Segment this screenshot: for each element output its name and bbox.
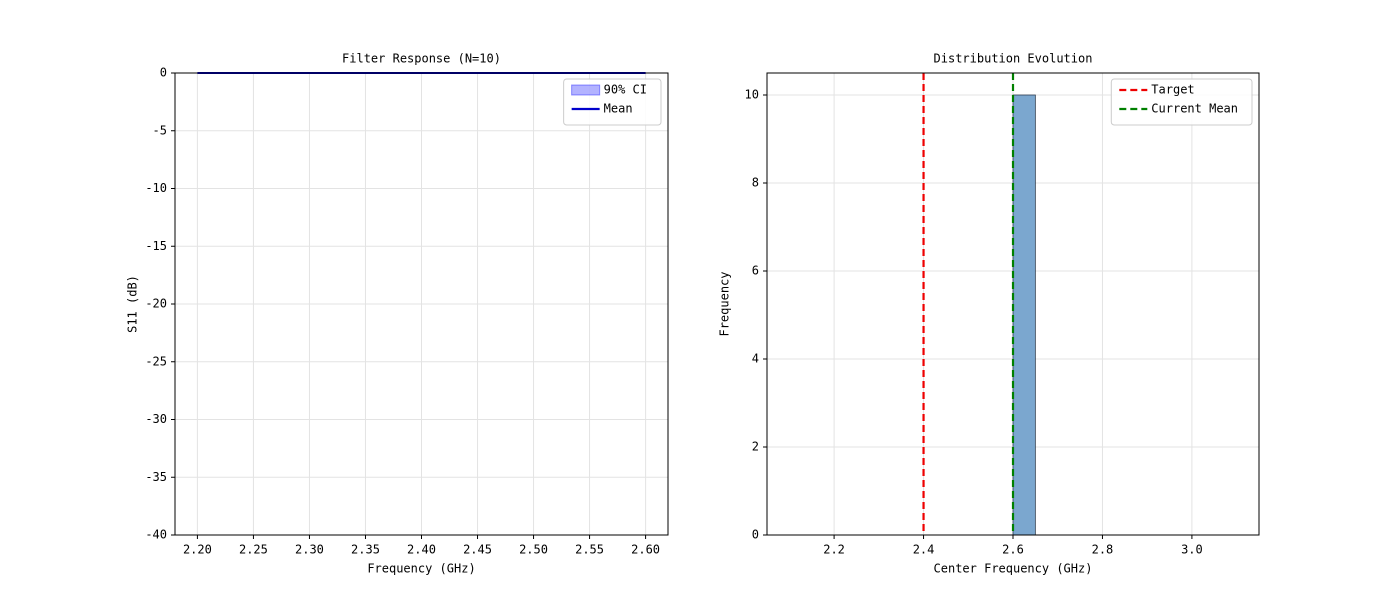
legend-label: 90% CI (604, 83, 647, 97)
bar (1012, 94, 1036, 536)
legend-label: Mean (604, 102, 633, 116)
plot-frame (174, 72, 669, 536)
y-axis-label: S11 (dB) (126, 275, 140, 333)
y-tick-label: -35 (145, 470, 167, 484)
y-tick-label: 8 (752, 176, 759, 190)
chart-title: Filter Response (N=10) (342, 52, 501, 66)
x-tick-label: 2.25 (239, 543, 268, 557)
x-tick-label: 2.8 (1092, 543, 1114, 557)
legend: 90% CI Mean (563, 78, 662, 126)
x-tick-label: 2.50 (519, 543, 548, 557)
chart-title: Distribution Evolution (934, 52, 1093, 66)
y-tick-label: 0 (160, 66, 167, 80)
y-tick-label: 6 (752, 264, 759, 278)
legend-label: Target (1151, 83, 1194, 97)
x-tick-label: 2.40 (407, 543, 436, 557)
x-tick-label: 2.45 (463, 543, 492, 557)
x-tick-label: 3.0 (1181, 543, 1203, 557)
y-tick-label: -15 (145, 239, 167, 253)
y-tick-label: -30 (145, 412, 167, 426)
legend: Target Current Mean (1110, 78, 1253, 126)
x-tick-label: 2.35 (351, 543, 380, 557)
y-tick-label: -5 (153, 123, 167, 137)
legend-label: Current Mean (1151, 102, 1238, 116)
x-tick-label: 2.4 (913, 543, 935, 557)
x-tick-label: 2.20 (183, 543, 212, 557)
y-tick-label: 10 (745, 88, 759, 102)
x-axis-label: Frequency (GHz) (367, 562, 475, 576)
y-tick-label: -40 (145, 528, 167, 542)
x-tick-label: 2.30 (295, 543, 324, 557)
legend-swatch (571, 84, 601, 96)
x-tick-label: 2.6 (1002, 543, 1024, 557)
y-tick-label: 0 (752, 528, 759, 542)
x-tick-label: 2.2 (823, 543, 845, 557)
x-axis-label: Center Frequency (GHz) (934, 562, 1093, 576)
y-tick-label: 4 (752, 352, 759, 366)
y-tick-label: -10 (145, 181, 167, 195)
y-tick-label: 2 (752, 440, 759, 454)
x-tick-label: 2.55 (575, 543, 604, 557)
y-tick-label: -20 (145, 297, 167, 311)
plot-frame (766, 72, 1260, 536)
x-tick-label: 2.60 (631, 543, 660, 557)
legend-box (563, 78, 662, 126)
y-axis-label: Frequency (718, 271, 732, 336)
y-tick-label: -25 (145, 354, 167, 368)
